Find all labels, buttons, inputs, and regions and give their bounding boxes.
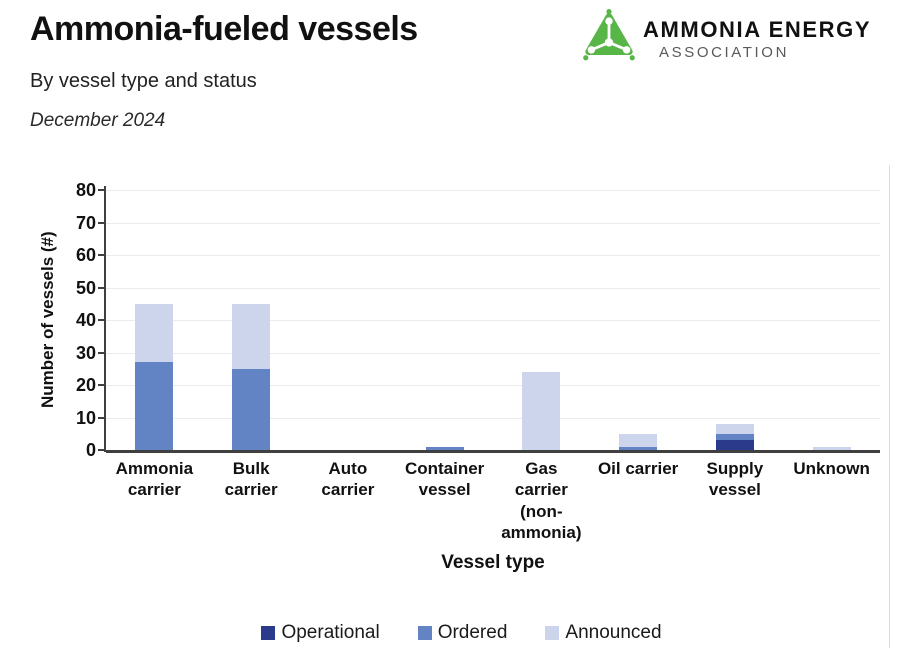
page-title: Ammonia-fueled vessels	[30, 10, 418, 48]
gridline-40	[106, 320, 880, 321]
logo-name-line2: ASSOCIATION	[659, 44, 790, 61]
gridline-70	[106, 222, 880, 224]
gridline-60	[106, 255, 880, 256]
bar-segment-oil-carrier-ordered	[619, 446, 658, 450]
ammonia-molecule-triangle-icon	[583, 9, 635, 61]
y-tick-mark-50	[98, 286, 106, 289]
bar-segment-supply-vessel-operational	[715, 440, 754, 450]
x-axis-category-labels: Ammonia carrier Bulk carrier Auto carrier C…	[106, 458, 880, 543]
y-tick-mark-60	[98, 254, 106, 256]
legend-label-operational: Operational	[281, 622, 380, 643]
y-tick-mark-30	[98, 351, 106, 354]
y-tick-label-30: 30	[75, 342, 96, 363]
y-axis-tick-labels: 0 10 20 30 40 50 60 70 80	[52, 0, 96, 654]
y-tick-label-80: 80	[75, 180, 96, 200]
bar-segment-container-vessel-ordered	[425, 446, 464, 450]
x-category-label-container-vessel: Container vessel	[404, 459, 485, 500]
x-category-label-auto-carrier: Auto carrier	[321, 459, 375, 500]
bar-oil-carrier	[619, 433, 658, 450]
bar-slot-supply-vessel	[687, 190, 784, 450]
bar-slot-unknown	[783, 190, 880, 450]
bar-segment-ammonia-carrier-ordered	[135, 362, 174, 450]
y-tick-label-20: 20	[75, 375, 96, 395]
chart-frame-right-border	[889, 165, 890, 648]
y-tick-mark-70	[98, 221, 106, 224]
bar-container-vessel	[425, 446, 464, 450]
bar-slot-container-vessel	[396, 190, 493, 450]
x-category-label-bulk-carrier: Bulk carrier	[224, 459, 278, 500]
y-tick-mark-40	[98, 319, 106, 321]
logo-name-line1: AMMONIA ENERGY	[643, 17, 872, 42]
bar-slot-ammonia-carrier	[106, 190, 203, 450]
y-tick-label-70: 70	[75, 212, 96, 233]
bar-supply-vessel	[715, 424, 754, 450]
bar-ammonia-carrier	[135, 303, 174, 450]
gridline-50	[106, 287, 880, 289]
bar-segment-supply-vessel-announced	[715, 424, 754, 434]
bar-segment-unknown-announced	[812, 446, 851, 450]
legend-item-operational: Operational	[261, 622, 380, 644]
y-tick-mark-0	[98, 449, 106, 451]
x-category-label-gas-carrier-non-ammonia: Gas carrier (non-ammonia)	[501, 459, 582, 542]
y-tick-mark-10	[98, 416, 106, 419]
y-tick-label-40: 40	[75, 310, 96, 330]
x-category-label-ammonia-carrier: Ammonia carrier	[115, 459, 194, 500]
legend-label-ordered: Ordered	[437, 622, 508, 643]
bar-segment-supply-vessel-ordered	[715, 433, 754, 441]
bar-segment-bulk-carrier-announced	[232, 303, 271, 369]
plot-area	[106, 190, 880, 453]
legend-label-announced: Announced	[565, 622, 662, 643]
gridline-20	[106, 385, 880, 386]
legend-item-ordered: Ordered	[417, 622, 508, 644]
bar-gas-carrier-non-ammonia	[522, 372, 561, 450]
gridline-80	[106, 190, 880, 191]
aea-logo: AMMONIA ENERGY ASSOCIATION	[583, 8, 871, 62]
x-axis-title: Vessel type	[441, 552, 545, 573]
chart-subtitle: By vessel type and status	[30, 70, 257, 92]
legend-swatch-operational	[261, 626, 276, 640]
y-tick-label-60: 60	[75, 245, 96, 265]
legend-swatch-announced	[545, 626, 560, 640]
y-tick-label-10: 10	[75, 407, 96, 428]
chart-date: December 2024	[30, 110, 166, 131]
bar-segment-bulk-carrier-ordered	[232, 368, 271, 450]
bar-slot-gas-carrier-non-ammonia	[493, 190, 590, 450]
bar-segment-gas-carrier-non-ammonia-announced	[522, 372, 561, 450]
bar-segment-ammonia-carrier-announced	[135, 303, 174, 363]
y-tick-label-50: 50	[75, 277, 96, 298]
bar-segment-oil-carrier-announced	[619, 433, 658, 447]
bar-unknown	[812, 446, 851, 450]
gridline-10	[106, 417, 880, 419]
legend-swatch-ordered	[417, 626, 432, 640]
y-tick-label-0: 0	[85, 440, 96, 460]
gridline-30	[106, 352, 880, 354]
bar-slot-bulk-carrier	[203, 190, 300, 450]
y-tick-mark-80	[98, 189, 106, 191]
x-category-label-unknown: Unknown	[793, 459, 870, 478]
bar-slot-oil-carrier	[590, 190, 687, 450]
aea-logo-text: AMMONIA ENERGY ASSOCIATION	[643, 8, 871, 61]
x-category-label-oil-carrier: Oil carrier	[597, 459, 679, 478]
y-tick-mark-20	[98, 384, 106, 386]
legend: Operational Ordered Announced	[0, 622, 897, 644]
x-category-label-supply-vessel: Supply vessel	[706, 459, 764, 500]
bar-slot-auto-carrier	[300, 190, 397, 450]
legend-item-announced: Announced	[545, 622, 662, 644]
bar-bulk-carrier	[232, 303, 271, 450]
